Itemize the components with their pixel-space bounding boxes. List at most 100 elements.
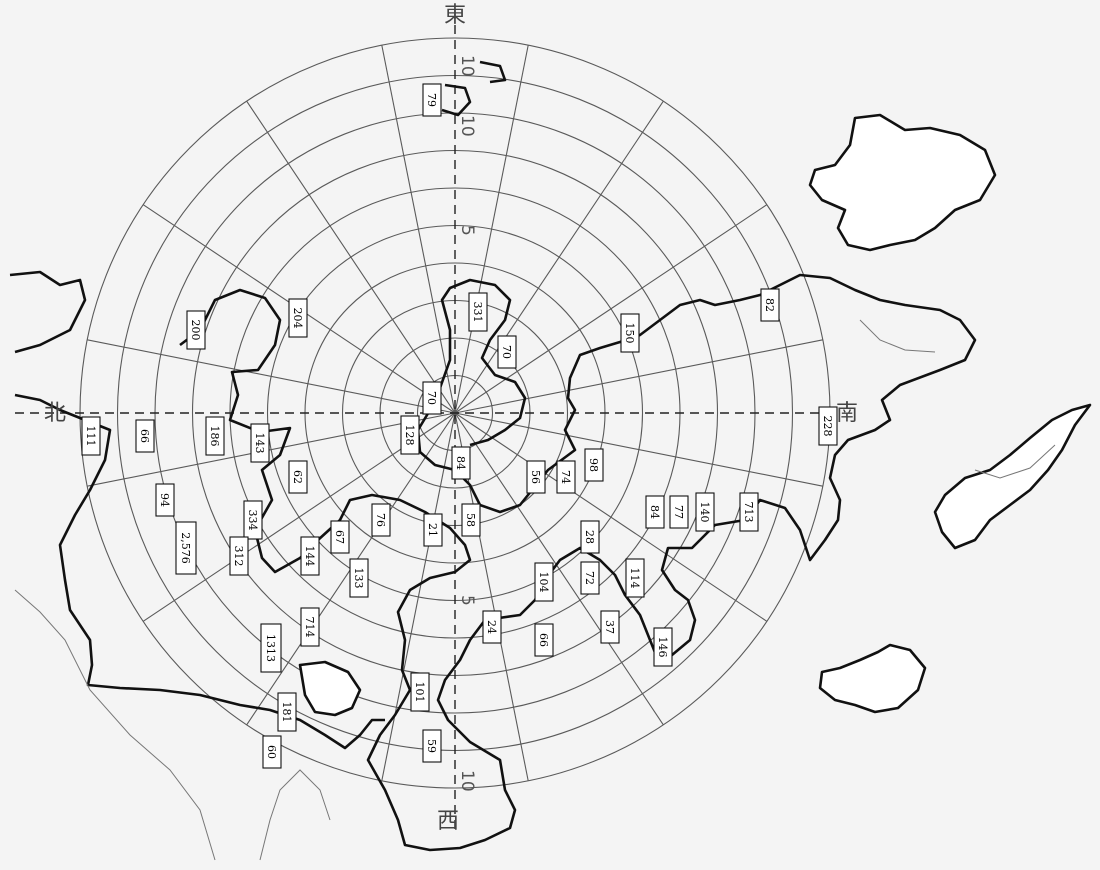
value-label: 21 <box>423 513 443 547</box>
svg-text:200: 200 <box>189 320 202 341</box>
value-label: 59 <box>422 729 442 763</box>
svg-text:181: 181 <box>280 702 293 723</box>
value-label: 24 <box>482 610 502 644</box>
direction-markers: 東 西 南 北 <box>44 3 858 834</box>
svg-text:104: 104 <box>537 572 550 593</box>
svg-text:84: 84 <box>648 505 661 519</box>
value-label: 111 <box>81 416 101 456</box>
svg-text:70: 70 <box>500 345 513 359</box>
bearing-line <box>246 100 456 414</box>
value-label: 74 <box>556 460 576 494</box>
value-label: 67 <box>330 520 350 554</box>
value-label: 713 <box>739 492 759 532</box>
value-label: 128 <box>400 415 420 455</box>
value-label: 70 <box>497 335 517 369</box>
value-label: 181 <box>277 692 297 732</box>
distance-mark-5: 10 <box>457 770 477 792</box>
bearing-line <box>454 45 529 414</box>
island-east <box>933 403 1092 550</box>
value-label: 84 <box>645 495 665 529</box>
svg-text:150: 150 <box>623 323 636 344</box>
value-label: 228 <box>818 406 838 446</box>
svg-text:70: 70 <box>425 391 438 405</box>
bearing-line <box>381 412 456 781</box>
mainland-coast <box>9 270 977 852</box>
svg-text:66: 66 <box>138 429 151 443</box>
svg-text:204: 204 <box>291 308 304 329</box>
value-label: 79 <box>422 83 442 117</box>
svg-text:67: 67 <box>333 530 346 544</box>
svg-text:98: 98 <box>587 458 600 472</box>
svg-text:714: 714 <box>303 617 316 638</box>
svg-text:713: 713 <box>742 502 755 523</box>
svg-text:146: 146 <box>656 637 669 658</box>
value-label: 77 <box>669 495 689 529</box>
svg-text:79: 79 <box>425 93 438 107</box>
svg-text:101: 101 <box>413 682 426 703</box>
svg-text:76: 76 <box>374 513 387 527</box>
west-direction-label: 西 <box>437 809 459 834</box>
svg-text:74: 74 <box>559 470 572 484</box>
svg-text:82: 82 <box>763 298 776 312</box>
svg-text:133: 133 <box>352 568 365 589</box>
value-labels: 79 331 70 150 82 204 200 70 128 84 56 74… <box>81 83 838 769</box>
svg-text:84: 84 <box>454 456 467 470</box>
value-label: 37 <box>600 610 620 644</box>
svg-text:334: 334 <box>246 510 259 531</box>
bearing-line <box>454 339 823 414</box>
svg-text:186: 186 <box>208 426 221 447</box>
svg-text:228: 228 <box>821 416 834 437</box>
value-label: 98 <box>584 448 604 482</box>
north-direction-label: 北 <box>44 401 66 426</box>
value-label: 312 <box>229 536 249 576</box>
svg-text:312: 312 <box>232 546 245 567</box>
svg-text:59: 59 <box>425 739 438 753</box>
bearing-line <box>381 45 456 414</box>
value-label: 66 <box>534 623 554 657</box>
value-label: 60 <box>262 735 282 769</box>
svg-text:72: 72 <box>583 571 596 585</box>
value-label: 133 <box>349 558 369 598</box>
svg-text:24: 24 <box>485 620 498 634</box>
bearing-line <box>454 412 823 487</box>
value-label: 58 <box>461 503 481 537</box>
distance-mark-4: 5 <box>457 595 477 606</box>
value-label: 72 <box>580 561 600 595</box>
river-south <box>259 769 331 861</box>
coastlines <box>9 60 1092 861</box>
svg-text:114: 114 <box>628 568 641 589</box>
value-label: 186 <box>205 416 225 456</box>
distance-mark-2: 10 <box>457 115 477 137</box>
value-label: 28 <box>580 520 600 554</box>
value-label: 143 <box>250 423 270 463</box>
svg-text:62: 62 <box>291 470 304 484</box>
svg-text:143: 143 <box>253 433 266 454</box>
distance-mark-3: 5 <box>457 225 477 236</box>
svg-text:56: 56 <box>529 470 542 484</box>
svg-text:2,576: 2,576 <box>179 532 192 564</box>
value-label: 56 <box>526 460 546 494</box>
value-label: 204 <box>288 298 308 338</box>
value-label: 146 <box>653 627 673 667</box>
value-label: 82 <box>760 288 780 322</box>
svg-text:58: 58 <box>464 513 477 527</box>
bearing-line <box>87 339 456 414</box>
south-direction-label: 南 <box>836 401 858 426</box>
svg-text:21: 21 <box>426 523 439 537</box>
western-coast <box>14 393 385 750</box>
value-label: 66 <box>135 419 155 453</box>
value-label: 62 <box>288 460 308 494</box>
value-label: 150 <box>620 313 640 353</box>
north-islet <box>441 60 507 117</box>
svg-text:111: 111 <box>84 426 97 447</box>
value-label: 144 <box>300 536 320 576</box>
svg-text:331: 331 <box>471 302 484 323</box>
value-label: 2,576 <box>175 521 197 575</box>
svg-text:66: 66 <box>537 633 550 647</box>
value-label: 1313 <box>260 623 282 673</box>
value-label: 140 <box>695 492 715 532</box>
svg-text:60: 60 <box>265 745 278 759</box>
east-direction-label: 東 <box>444 3 466 28</box>
